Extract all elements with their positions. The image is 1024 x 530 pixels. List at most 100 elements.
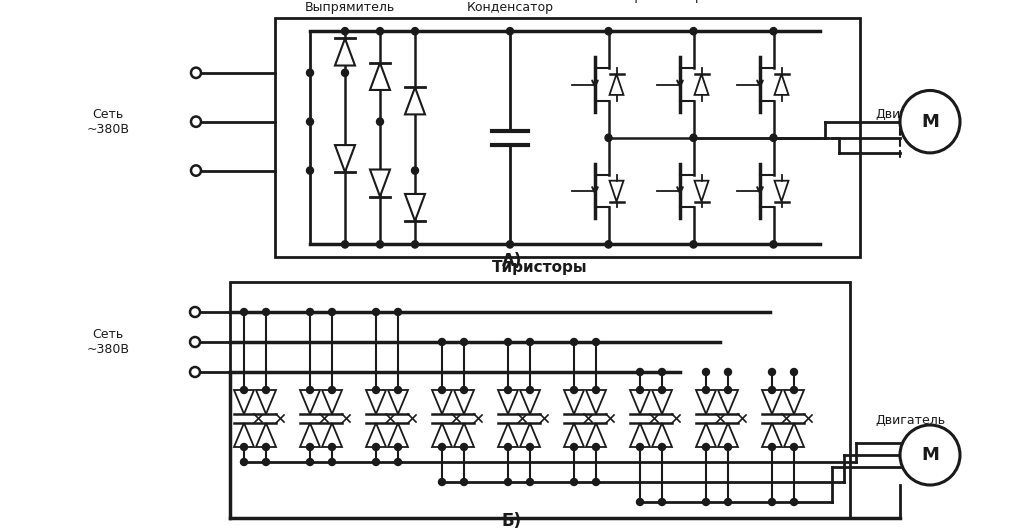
Polygon shape — [335, 39, 355, 66]
Circle shape — [262, 458, 269, 465]
Polygon shape — [696, 423, 716, 447]
Circle shape — [570, 339, 578, 346]
Circle shape — [373, 444, 380, 450]
Circle shape — [690, 28, 697, 35]
Circle shape — [262, 444, 269, 450]
Polygon shape — [406, 194, 425, 221]
Polygon shape — [652, 390, 672, 414]
Circle shape — [438, 339, 445, 346]
Circle shape — [241, 308, 248, 315]
Polygon shape — [774, 74, 788, 95]
Circle shape — [725, 499, 731, 506]
Polygon shape — [370, 170, 390, 197]
Bar — [275, 17, 860, 257]
Circle shape — [658, 368, 666, 375]
Text: М: М — [921, 446, 939, 464]
Polygon shape — [498, 390, 518, 414]
Polygon shape — [762, 423, 782, 447]
Polygon shape — [774, 181, 788, 201]
Polygon shape — [694, 181, 709, 201]
Polygon shape — [335, 145, 355, 172]
Circle shape — [377, 28, 384, 35]
Circle shape — [658, 444, 666, 450]
Circle shape — [461, 479, 468, 485]
Circle shape — [690, 134, 697, 142]
Polygon shape — [388, 423, 408, 447]
Text: Конденсатор: Конденсатор — [467, 1, 554, 14]
Polygon shape — [609, 181, 624, 201]
Circle shape — [241, 386, 248, 393]
Circle shape — [306, 444, 313, 450]
Text: А): А) — [502, 252, 522, 270]
Polygon shape — [609, 74, 624, 95]
Circle shape — [725, 386, 731, 393]
Text: Двигатель: Двигатель — [874, 108, 945, 121]
Polygon shape — [520, 423, 540, 447]
Polygon shape — [432, 423, 452, 447]
Circle shape — [791, 386, 798, 393]
Circle shape — [373, 458, 380, 465]
Circle shape — [702, 444, 710, 450]
Circle shape — [341, 28, 348, 35]
Polygon shape — [586, 390, 606, 414]
Circle shape — [505, 386, 512, 393]
Circle shape — [570, 386, 578, 393]
Circle shape — [570, 479, 578, 485]
Circle shape — [412, 241, 419, 248]
Polygon shape — [300, 390, 319, 414]
Circle shape — [725, 368, 731, 375]
Circle shape — [637, 368, 643, 375]
Circle shape — [438, 386, 445, 393]
Polygon shape — [586, 423, 606, 447]
Circle shape — [191, 165, 201, 176]
Polygon shape — [630, 423, 650, 447]
Circle shape — [637, 386, 643, 393]
Circle shape — [241, 458, 248, 465]
Circle shape — [658, 499, 666, 506]
Polygon shape — [694, 74, 709, 95]
Circle shape — [461, 386, 468, 393]
Circle shape — [791, 368, 798, 375]
Polygon shape — [718, 423, 738, 447]
Circle shape — [341, 241, 348, 248]
Text: Двигатель: Двигатель — [874, 413, 945, 427]
Circle shape — [770, 241, 777, 248]
Circle shape — [262, 308, 269, 315]
Circle shape — [658, 386, 666, 393]
Circle shape — [725, 444, 731, 450]
Text: М: М — [921, 113, 939, 131]
Polygon shape — [454, 423, 474, 447]
Circle shape — [637, 499, 643, 506]
Bar — [230, 282, 850, 518]
Polygon shape — [564, 390, 584, 414]
Polygon shape — [366, 390, 386, 414]
Circle shape — [768, 386, 775, 393]
Polygon shape — [406, 87, 425, 114]
Circle shape — [526, 386, 534, 393]
Circle shape — [605, 241, 612, 248]
Circle shape — [593, 479, 599, 485]
Circle shape — [377, 241, 384, 248]
Circle shape — [768, 499, 775, 506]
Circle shape — [190, 307, 200, 317]
Circle shape — [605, 28, 612, 35]
Polygon shape — [432, 390, 452, 414]
Circle shape — [438, 479, 445, 485]
Circle shape — [570, 444, 578, 450]
Circle shape — [394, 458, 401, 465]
Circle shape — [507, 241, 513, 248]
Circle shape — [329, 308, 336, 315]
Text: Сеть
~380В: Сеть ~380В — [86, 108, 129, 136]
Circle shape — [593, 444, 599, 450]
Circle shape — [262, 386, 269, 393]
Circle shape — [329, 444, 336, 450]
Circle shape — [593, 386, 599, 393]
Circle shape — [306, 386, 313, 393]
Polygon shape — [454, 390, 474, 414]
Circle shape — [394, 444, 401, 450]
Circle shape — [690, 241, 697, 248]
Polygon shape — [630, 390, 650, 414]
Circle shape — [412, 167, 419, 174]
Polygon shape — [564, 423, 584, 447]
Circle shape — [412, 28, 419, 35]
